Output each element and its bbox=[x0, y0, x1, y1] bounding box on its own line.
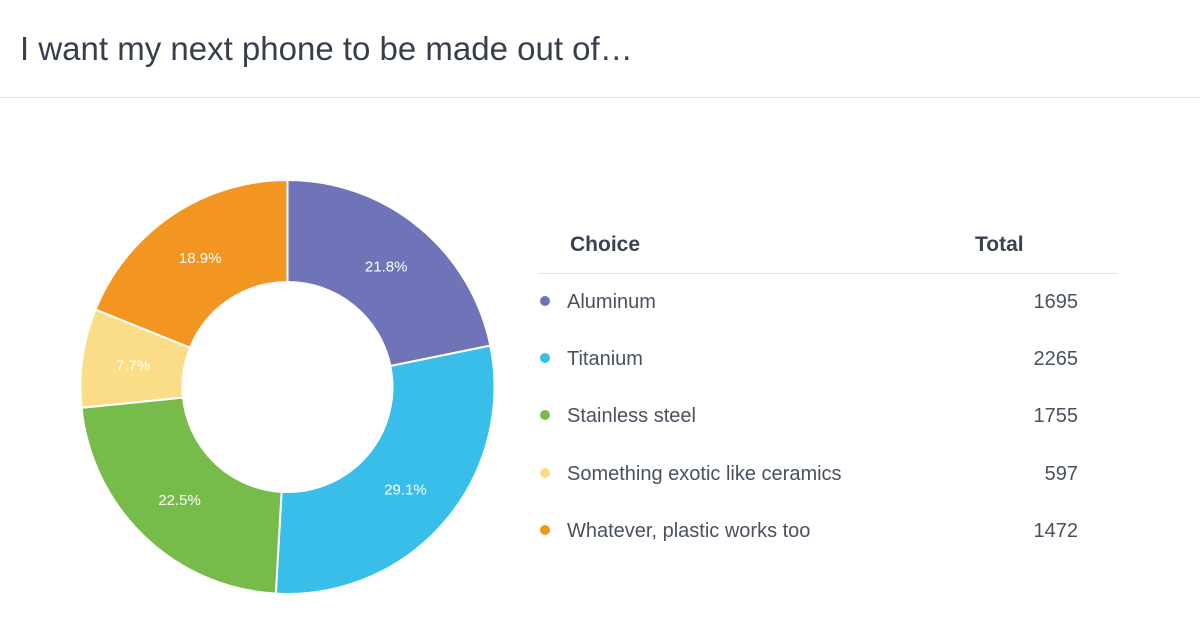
svg-text:7.7%: 7.7% bbox=[116, 358, 150, 375]
svg-text:22.5%: 22.5% bbox=[158, 492, 201, 509]
svg-text:18.9%: 18.9% bbox=[179, 250, 222, 267]
svg-text:29.1%: 29.1% bbox=[384, 482, 427, 499]
svg-text:21.8%: 21.8% bbox=[365, 259, 408, 276]
